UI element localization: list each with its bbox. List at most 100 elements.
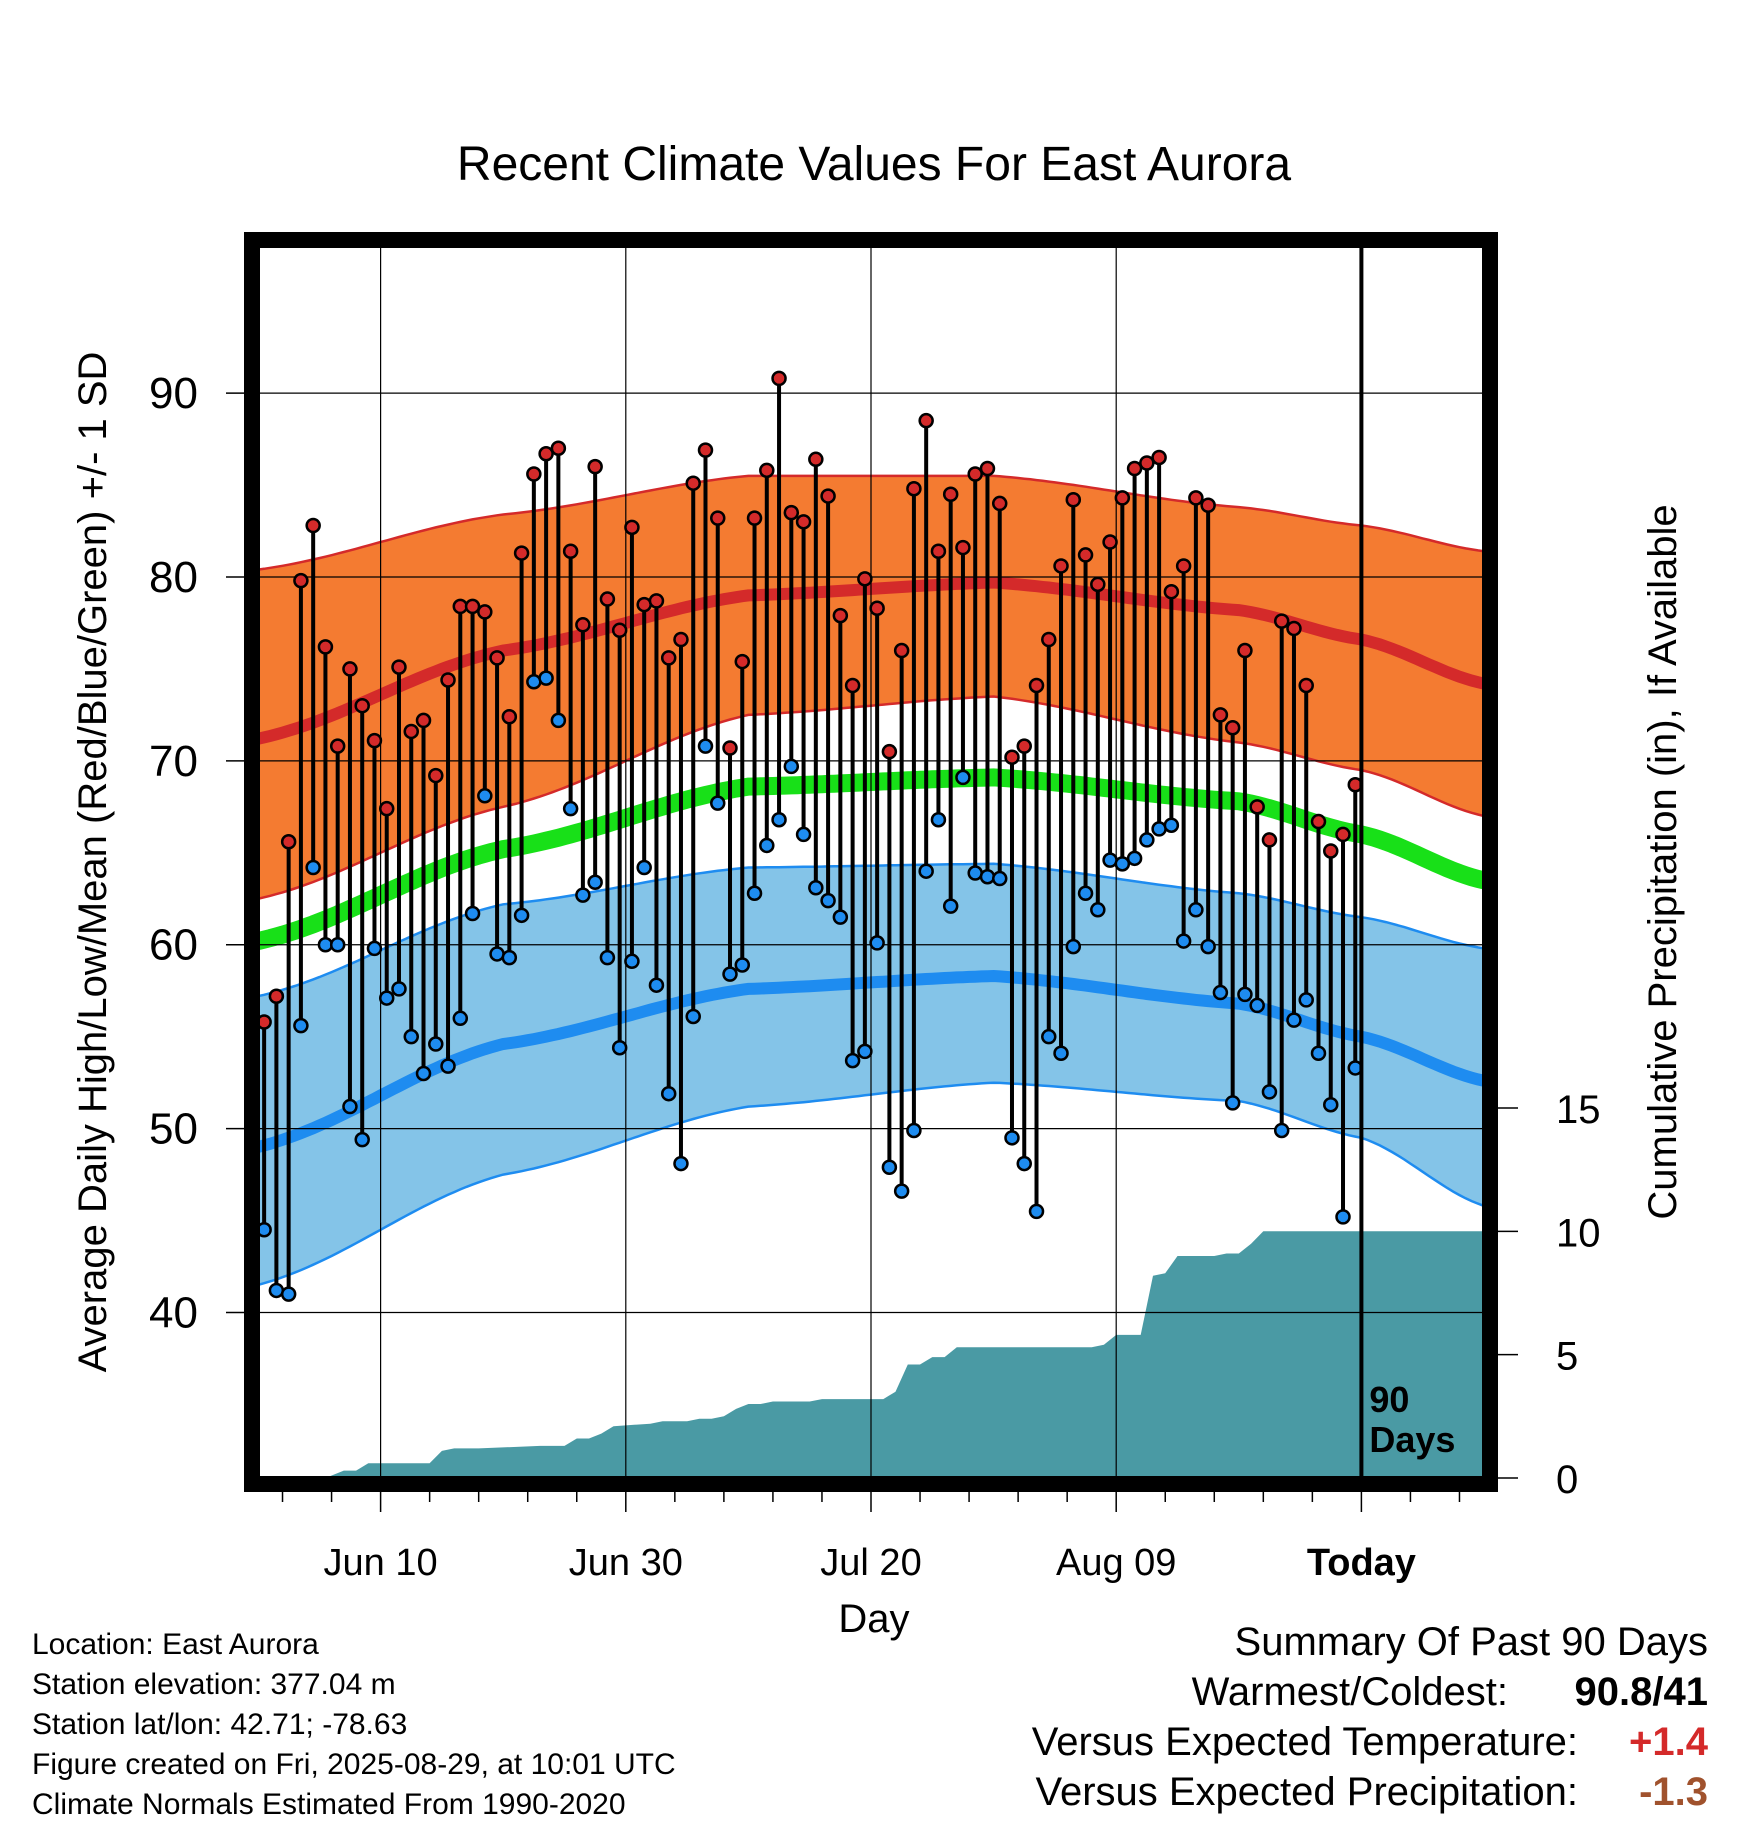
daily-low-point [342, 1098, 358, 1115]
daily-low-point [832, 909, 849, 925]
daily-high-point [268, 988, 285, 1004]
daily-high-point [464, 598, 481, 615]
daily-high-point [1126, 460, 1143, 477]
y-axis-label: Average Daily High/Low/Mean (Red/Blue/Gr… [71, 352, 115, 1373]
daily-high-point [1090, 576, 1106, 593]
daily-high-point [1114, 490, 1131, 506]
daily-high-point [1102, 534, 1118, 550]
daily-low-point [513, 907, 530, 924]
daily-high-point [587, 458, 603, 475]
daily-low-point [869, 935, 885, 951]
daily-high-point [869, 600, 885, 616]
daily-low-point [918, 863, 934, 879]
daily-low-point [1249, 997, 1265, 1014]
daily-high-point [1004, 749, 1020, 765]
daily-high-point [280, 834, 297, 850]
warm-cold-label: Warmest/Coldest: [1191, 1670, 1508, 1714]
daily-high-point [1041, 631, 1057, 648]
daily-low-point [1286, 1012, 1302, 1028]
daily-high-point [258, 1014, 272, 1030]
daily-low-point [991, 870, 1008, 887]
daily-low-point [305, 859, 321, 876]
y2-tick-label: 10 [1556, 1211, 1601, 1255]
y2-tick-label: 0 [1556, 1458, 1578, 1502]
daily-high-point [1310, 813, 1327, 830]
daily-low-point [979, 868, 996, 885]
daily-high-point [967, 466, 983, 482]
x-tick-label: Jun 10 [324, 1542, 438, 1584]
daily-high-point [501, 708, 518, 725]
daily-low-point [710, 795, 726, 811]
daily-high-point [378, 800, 395, 817]
daily-low-point [268, 1282, 285, 1299]
summary-title-row: Summary Of Past 90 Days [1032, 1620, 1708, 1670]
daily-high-point [329, 738, 346, 754]
daily-high-point [513, 545, 530, 561]
daily-high-point [857, 571, 873, 587]
daily-low-point [428, 1036, 444, 1052]
daily-low-point [477, 788, 493, 804]
daily-low-point [1200, 938, 1216, 955]
daily-low-point [734, 957, 751, 973]
daily-high-point [1065, 492, 1082, 508]
daily-high-point [1273, 613, 1290, 629]
daily-low-point [538, 670, 554, 686]
daily-low-point [575, 887, 591, 903]
daily-high-point [734, 653, 751, 670]
daily-high-point [575, 617, 591, 633]
latlon-text: Station lat/lon: 42.71; -78.63 [32, 1708, 408, 1741]
daily-high-point [526, 466, 542, 482]
daily-high-point [415, 712, 432, 729]
daily-high-point [1323, 843, 1339, 859]
daily-high-point [832, 607, 849, 624]
daily-low-point [464, 905, 481, 922]
daily-high-point [722, 740, 738, 756]
daily-high-point [342, 661, 358, 677]
daily-low-point [1224, 1095, 1241, 1111]
daily-low-point [808, 879, 824, 896]
daily-low-point [587, 874, 603, 890]
daily-low-point [1323, 1096, 1339, 1113]
station-info: Location: East Aurora Station elevation:… [32, 1625, 676, 1825]
daily-high-point [354, 697, 370, 714]
y2-tick-label: 15 [1556, 1088, 1601, 1132]
daily-low-point [452, 1010, 469, 1027]
daily-high-point [1200, 497, 1216, 514]
daily-high-point [955, 539, 971, 556]
daily-high-point [648, 593, 665, 609]
annotation-line-1: 90 [1369, 1379, 1409, 1420]
summary-temp-row: Versus Expected Temperature: +1.4 [1032, 1720, 1708, 1770]
daily-low-point [771, 811, 787, 828]
y2-axis-label: Cumulative Precipitation (in), If Availa… [1641, 504, 1685, 1219]
daily-low-point [550, 712, 567, 729]
daily-low-point [759, 837, 775, 854]
daily-high-point [1163, 583, 1180, 600]
daily-low-point [329, 936, 346, 953]
temp-label: Versus Expected Temperature: [1031, 1720, 1578, 1764]
daily-high-point [1335, 826, 1351, 843]
y-tick-label: 60 [149, 921, 198, 970]
daily-high-point [317, 639, 334, 655]
daily-high-point [1237, 642, 1253, 659]
plot-frame [244, 232, 1498, 1492]
location-text: Location: East Aurora [32, 1628, 319, 1661]
daily-high-point [918, 412, 934, 429]
daily-low-point [1298, 992, 1314, 1008]
daily-low-point [391, 981, 407, 997]
daily-low-point [440, 1058, 456, 1074]
daily-high-point [991, 495, 1008, 512]
daily-high-point [1188, 490, 1204, 506]
daily-high-point [1077, 547, 1094, 563]
plot-area [258, 246, 1484, 1478]
daily-high-point [808, 451, 824, 468]
daily-low-point [906, 1122, 922, 1139]
daily-high-point [477, 604, 493, 620]
daily-high-point [783, 504, 800, 521]
daily-high-point [1298, 677, 1314, 694]
x-tick-label: Aug 09 [1056, 1542, 1176, 1584]
daily-low-point [1016, 1155, 1032, 1172]
daily-high-point [1212, 707, 1229, 723]
daily-high-point [881, 743, 898, 760]
summary-precip-row: Versus Expected Precipitation: -1.3 [1032, 1770, 1708, 1820]
